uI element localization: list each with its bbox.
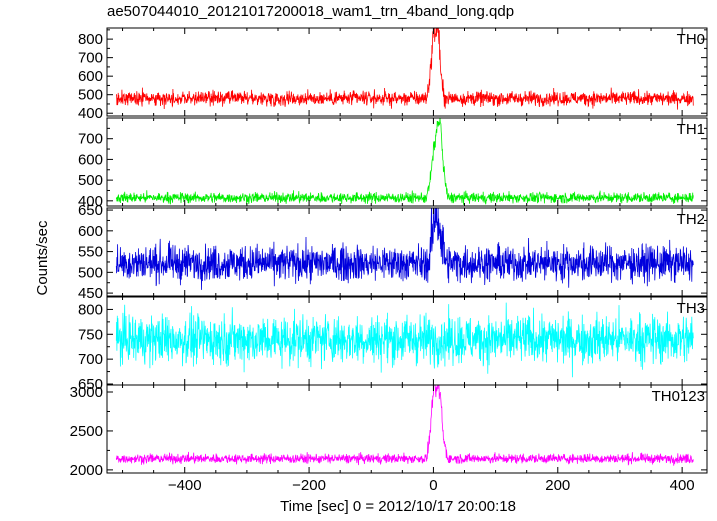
- x-tick-label: −200: [292, 477, 326, 494]
- y-tick-label: 600: [78, 68, 103, 85]
- panel-frame: [106, 27, 708, 117]
- x-tick-label: 0: [429, 477, 437, 494]
- y-tick-label: 550: [78, 244, 103, 261]
- y-tick-label: 750: [78, 326, 103, 343]
- panel-frame: [106, 384, 708, 474]
- panel-label: TH2: [677, 211, 705, 228]
- panel-frame: [106, 117, 708, 207]
- series-line-th0123: [115, 385, 694, 466]
- panel-label: TH0123: [652, 388, 705, 405]
- y-tick-label: 600: [78, 223, 103, 240]
- series-line-th2: [115, 208, 694, 290]
- y-tick-label: 500: [78, 264, 103, 281]
- panel-th2: 450 500 550 600 650 TH2: [78, 202, 708, 302]
- y-tick-label: 700: [78, 351, 103, 368]
- y-tick-label: 3000: [70, 384, 103, 401]
- chart-title: ae507044010_20121017200018_wam1_trn_4ban…: [107, 3, 514, 20]
- panel-label: TH3: [677, 300, 705, 317]
- series-line-th3: [115, 302, 694, 378]
- y-tick-label: 500: [78, 87, 103, 104]
- x-tick-label: −400: [168, 477, 202, 494]
- y-axis-label: Counts/sec: [34, 220, 51, 296]
- y-tick-label: 400: [78, 193, 103, 210]
- panel-th0123: 2000 2500 3000 TH0123: [70, 384, 708, 479]
- y-tick-label: 700: [78, 131, 103, 148]
- y-tick-label: 800: [78, 31, 103, 48]
- panel-label: TH1: [677, 121, 705, 138]
- panel-frame: [106, 207, 708, 297]
- x-tick-label: 400: [670, 477, 695, 494]
- series-line-th0: [115, 28, 694, 110]
- y-tick-label: 450: [78, 285, 103, 302]
- y-tick-label: 2000: [70, 462, 103, 479]
- x-tick-label: 200: [545, 477, 570, 494]
- x-axis-label: Time [sec] 0 = 2012/10/17 20:00:18: [280, 498, 516, 515]
- y-tick-label: 400: [78, 105, 103, 122]
- y-tick-label: 500: [78, 172, 103, 189]
- panel-label: TH0: [677, 31, 705, 48]
- y-tick-label: 650: [78, 376, 103, 393]
- y-tick-label: 650: [78, 202, 103, 219]
- panel-th3: 650 700 750 800 TH3: [78, 296, 708, 393]
- y-tick-label: 2500: [70, 423, 103, 440]
- y-tick-label: 700: [78, 50, 103, 67]
- panel-th1: 400 500 600 700 TH1: [78, 117, 708, 210]
- y-tick-label: 600: [78, 151, 103, 168]
- series-line-th1: [115, 118, 694, 205]
- y-tick-label: 800: [78, 301, 103, 318]
